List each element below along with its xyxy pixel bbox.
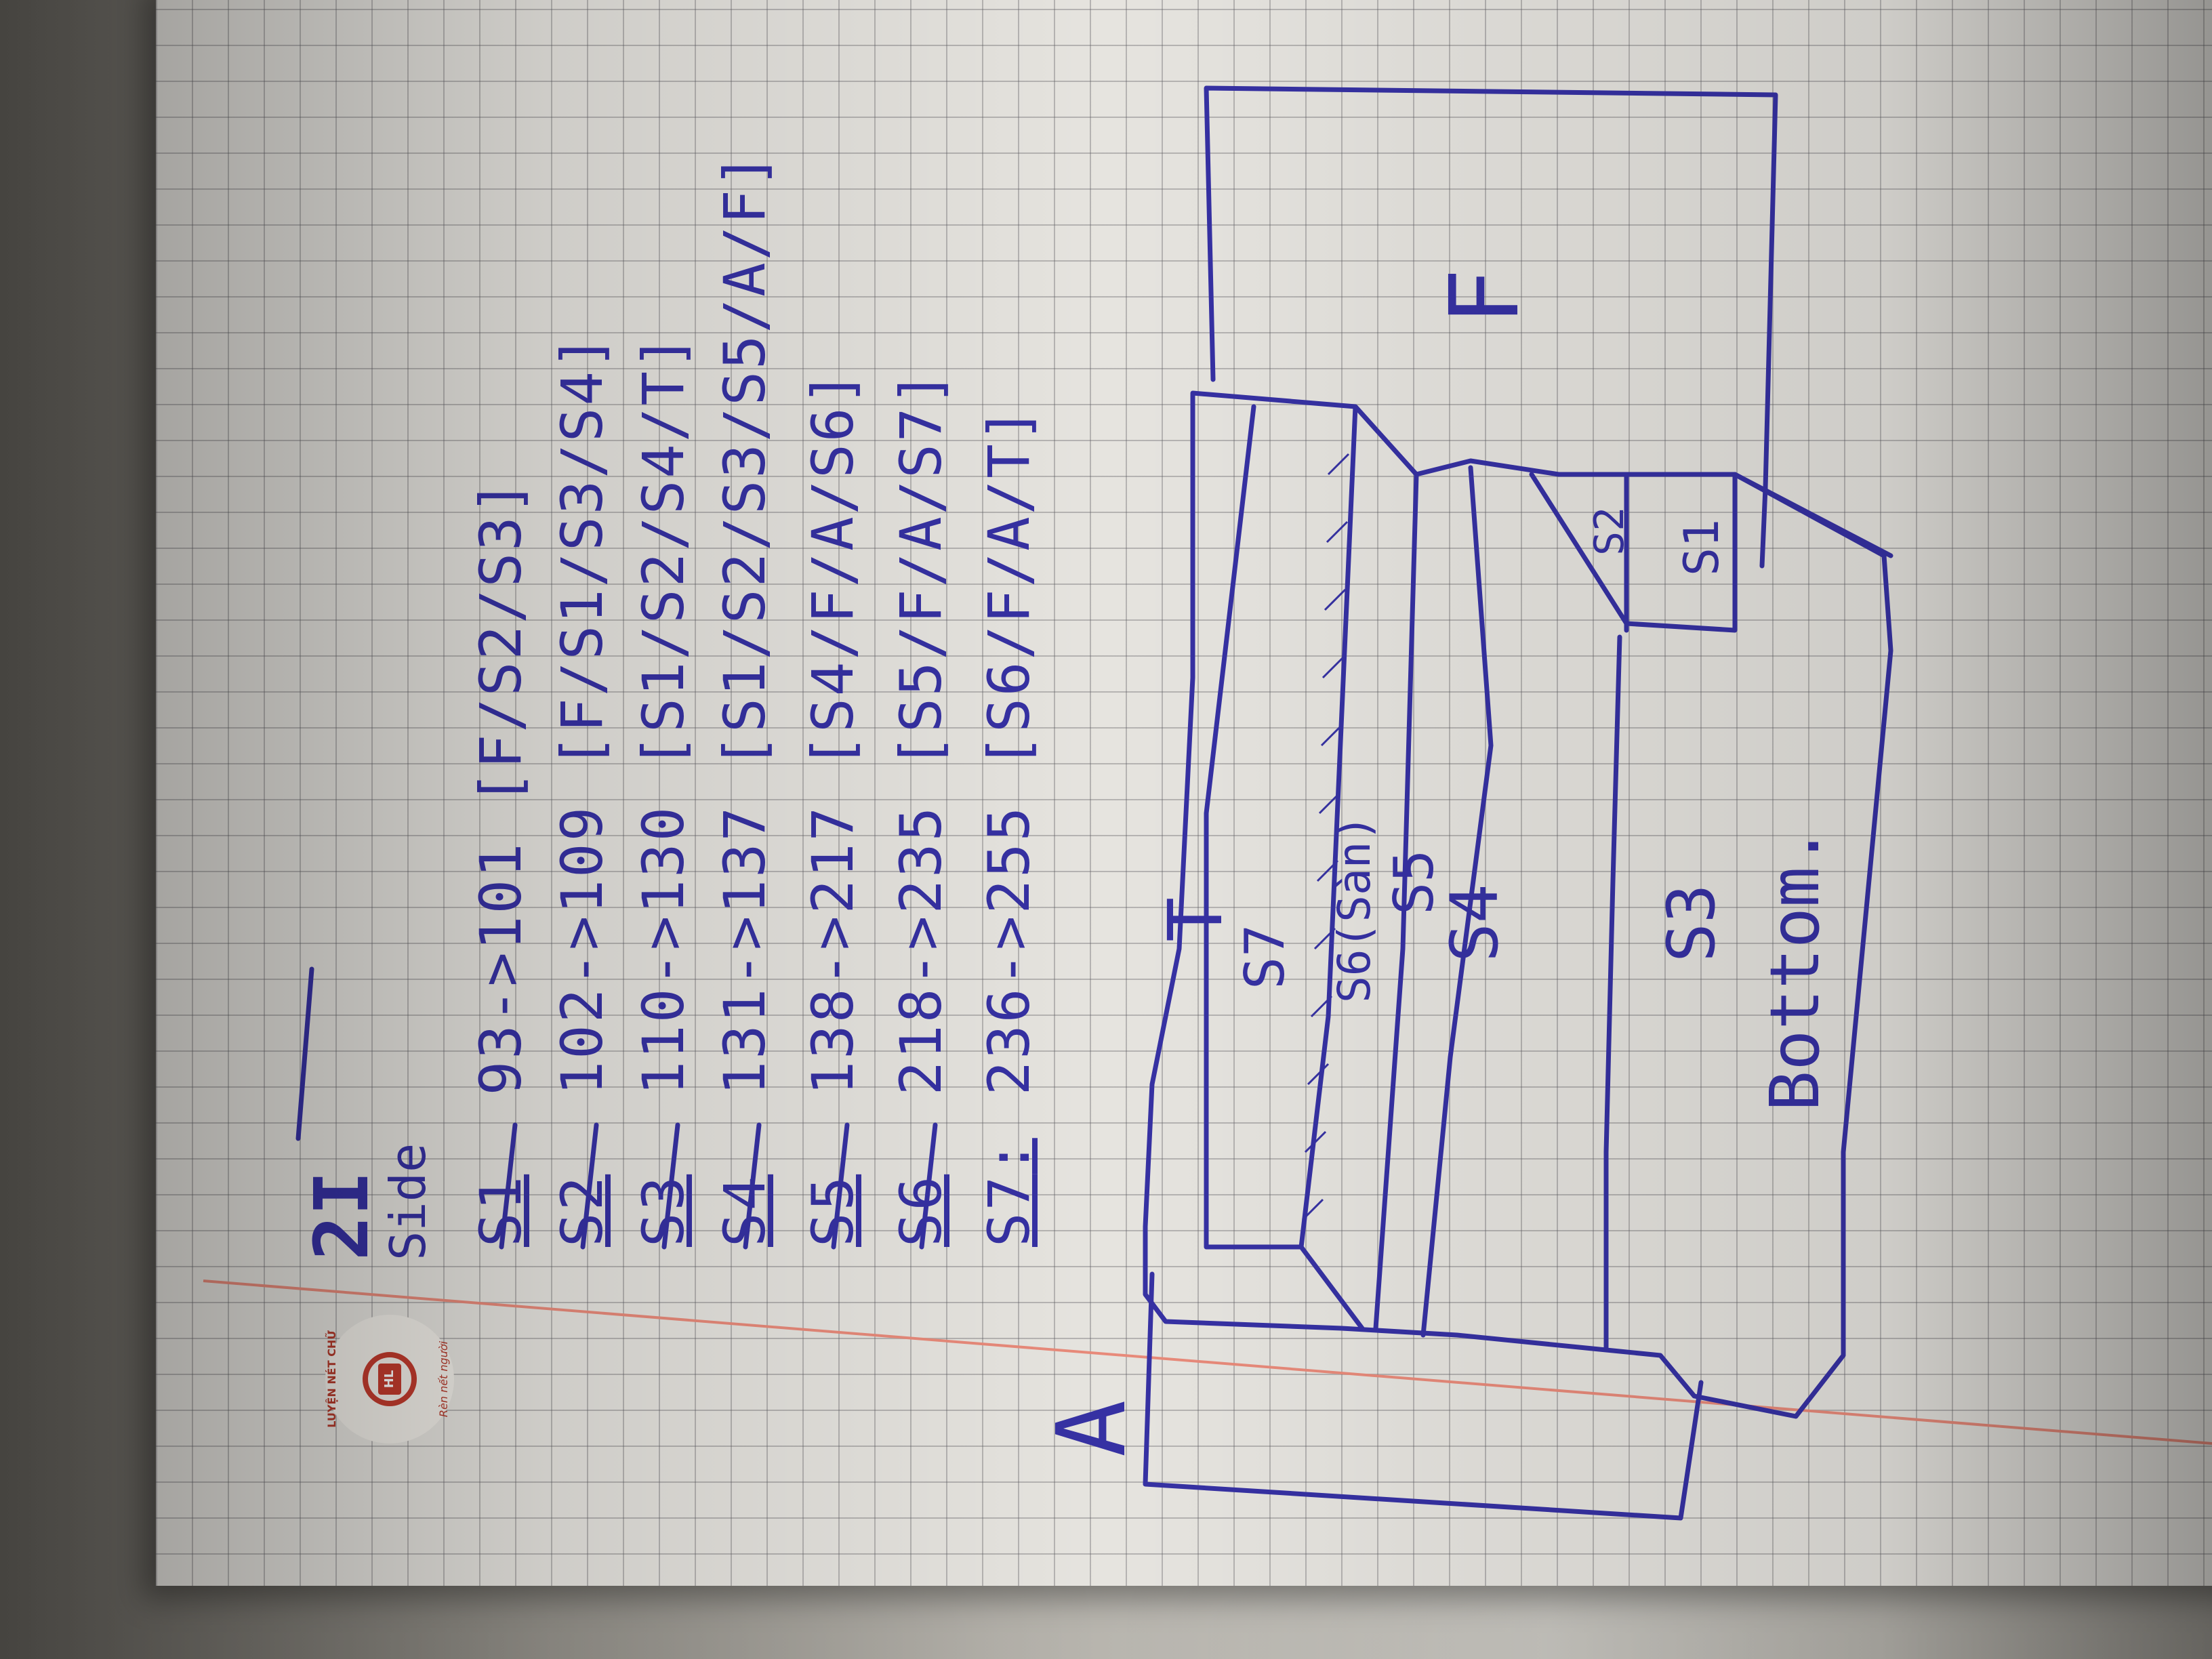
label-s4: S4	[1437, 884, 1513, 962]
segment-id: S4	[712, 1174, 778, 1247]
label-top: T	[1152, 897, 1239, 942]
label-front: F	[1430, 268, 1540, 325]
segment-id: S7:	[976, 1132, 1042, 1247]
segment-neighbors: [S1/S2/S4/T]	[630, 333, 697, 769]
segment-range: 218->235	[888, 804, 954, 1096]
segment-id-text: S7	[976, 1174, 1042, 1247]
label-s2: S2	[1586, 506, 1633, 556]
segment-neighbors: [F/S2/S3]	[468, 478, 534, 805]
label-s3: S3	[1654, 884, 1729, 962]
segment-row-s3: S3 110->130 [S1/S2/S4/T]	[630, 333, 697, 1247]
main-body-outline	[1143, 390, 1893, 1419]
segment-row-s1: S1 93->101 [F/S2/S3]	[468, 478, 534, 1247]
label-s6: S6(Sàn)	[1328, 814, 1380, 1003]
back-region-outline	[1143, 1271, 1704, 1521]
s6-band-line	[1298, 404, 1365, 1331]
s4-band-line	[1420, 465, 1494, 1338]
label-s1: S1	[1674, 518, 1729, 576]
segment-range: 138->217	[800, 804, 866, 1096]
segment-id: S3	[630, 1174, 697, 1247]
graph-paper-sheet	[156, 0, 2212, 1586]
segment-neighbors: [S4/F/A/S6]	[800, 369, 866, 769]
segment-row-s2: S2 102->109 [F/S1/S3/S4]	[549, 333, 615, 1247]
red-margin-line	[203, 1279, 2212, 1445]
segment-range: 93->101	[468, 841, 534, 1096]
page-heading: 2I	[298, 1170, 385, 1261]
segment-neighbors: [S5/F/A/S7]	[888, 369, 954, 769]
segment-row-s4: S4 131->137 [S1/S2/S3/S5/A/F]	[712, 152, 778, 1247]
segment-id: S6	[888, 1174, 954, 1247]
segment-row-s6: S6 218->235 [S5/F/A/S7]	[888, 369, 954, 1247]
segment-range: 102->109	[549, 804, 615, 1096]
segment-row-s5: S5 138->217 [S4/F/A/S6]	[800, 369, 866, 1247]
segment-id: S2	[549, 1174, 615, 1247]
label-bottom: Bottom.	[1755, 825, 1835, 1111]
front-region-outline	[1204, 85, 1778, 569]
segment-row-s7: S7: 236->255 [S6/F/A/T]	[976, 406, 1042, 1247]
side-label: Side	[380, 1143, 436, 1261]
segment-id: S1	[468, 1174, 534, 1247]
label-s7: S7	[1233, 924, 1296, 989]
segment-id: S5	[800, 1174, 866, 1247]
segment-range: 110->130	[630, 804, 697, 1096]
segment-range: 131->137	[712, 804, 778, 1096]
s1-s2-boxes	[1529, 472, 1738, 633]
segment-range: 236->255	[976, 804, 1042, 1096]
segment-neighbors: [F/S1/S3/S4]	[549, 333, 615, 769]
s6-hatching	[1301, 453, 1350, 1221]
label-back: A	[1037, 1399, 1147, 1457]
segment-separator: :	[976, 1138, 1042, 1174]
segment-neighbors: [S6/F/A/T]	[976, 405, 1042, 769]
s5-band-line	[1373, 472, 1419, 1331]
segment-neighbors: [S1/S2/S3/S5/A/F]	[712, 151, 778, 769]
s3-band-line	[1603, 634, 1622, 1351]
s7-band	[1204, 404, 1304, 1250]
